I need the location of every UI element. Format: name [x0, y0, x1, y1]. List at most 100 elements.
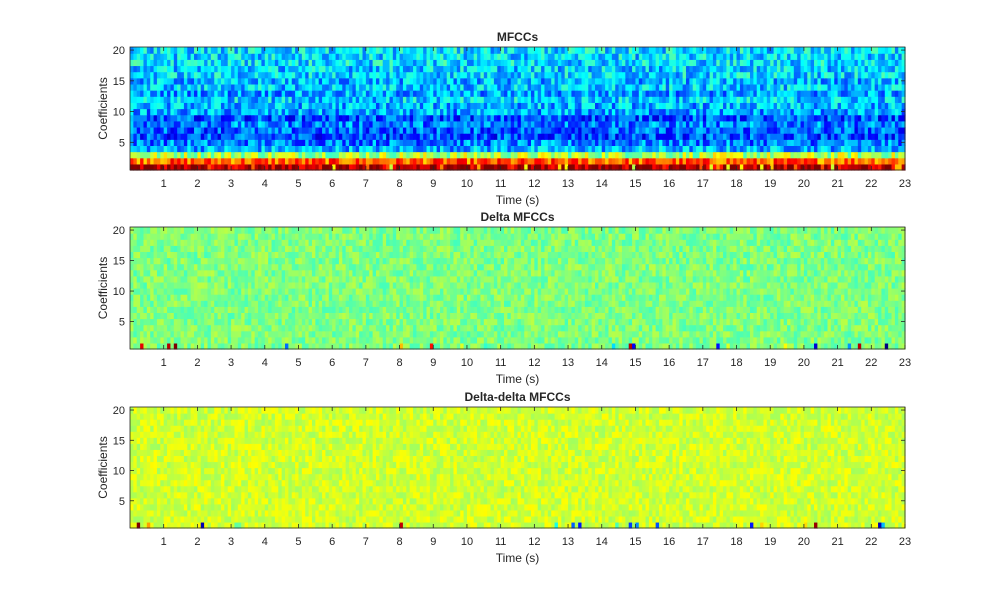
heatmap-cell — [739, 157, 744, 165]
heatmap-cell — [696, 342, 701, 350]
heatmap-cell — [648, 90, 653, 97]
heatmap-cell — [696, 65, 701, 73]
heatmap-cell — [638, 77, 643, 85]
heatmap-cell — [776, 96, 781, 103]
heatmap-cell — [760, 139, 765, 146]
heatmap-cell — [514, 342, 519, 350]
heatmap-cell — [328, 53, 333, 60]
heatmap-cell — [844, 157, 849, 165]
heatmap-cell — [140, 126, 145, 134]
heatmap-cell — [753, 71, 758, 79]
heatmap-cell — [541, 102, 546, 110]
heatmap-cell — [214, 139, 219, 146]
heatmap-cell — [399, 145, 404, 153]
heatmap-cell — [750, 71, 754, 79]
heatmap-cell — [379, 90, 384, 97]
heatmap-cell — [692, 77, 697, 85]
heatmap-cell — [190, 133, 195, 140]
heatmap-cell — [450, 139, 455, 146]
heatmap-cell — [301, 157, 306, 165]
heatmap-cell — [156, 145, 161, 153]
heatmap-cell — [712, 83, 717, 91]
heatmap-cell — [419, 133, 424, 140]
heatmap-cell — [349, 120, 353, 128]
heatmap-cell — [338, 77, 343, 85]
heatmap-cell — [318, 163, 323, 171]
heatmap-cell — [487, 163, 492, 171]
heatmap-cell — [894, 114, 899, 122]
heatmap-cell — [534, 126, 539, 134]
heatmap-cell — [372, 90, 377, 97]
heatmap-cell — [429, 77, 434, 85]
heatmap-cell — [733, 151, 738, 159]
heatmap-cell — [497, 114, 502, 122]
heatmap-cell — [220, 96, 225, 103]
heatmap-cell — [480, 120, 485, 128]
heatmap-cell — [194, 114, 198, 122]
heatmap-cell — [281, 59, 286, 67]
heatmap-cell — [584, 71, 589, 79]
heatmap-cell — [867, 157, 872, 165]
heatmap-cell — [847, 151, 852, 159]
heatmap-cell — [507, 145, 512, 153]
heatmap-cell — [510, 77, 515, 85]
heatmap-cell — [342, 145, 347, 153]
heatmap-cell — [197, 83, 202, 91]
heatmap-cell — [891, 342, 896, 350]
heatmap-cell — [456, 71, 461, 79]
heatmap-cell — [611, 133, 616, 140]
heatmap-cell — [541, 126, 546, 134]
heatmap-cell — [177, 83, 182, 91]
heatmap-cell — [901, 83, 906, 91]
heatmap-cell — [372, 151, 377, 159]
heatmap-cell — [729, 133, 734, 140]
heatmap-cell — [315, 126, 320, 134]
heatmap-cell — [712, 114, 717, 122]
heatmap-cell — [487, 102, 492, 110]
heatmap-cell — [554, 65, 559, 73]
heatmap-cell — [379, 126, 384, 134]
heatmap-cell — [386, 336, 391, 344]
heatmap-cell — [827, 53, 832, 60]
heatmap-cell — [268, 47, 273, 54]
heatmap-cell — [308, 126, 313, 134]
heatmap-cell — [551, 77, 556, 85]
heatmap-cell — [514, 47, 519, 54]
heatmap-cell — [648, 157, 653, 165]
heatmap-cell — [760, 126, 765, 134]
heatmap-cell — [224, 71, 229, 79]
heatmap-cell — [146, 65, 151, 73]
heatmap-cell — [530, 77, 535, 85]
heatmap-cell — [864, 120, 869, 128]
heatmap-cell — [709, 133, 714, 140]
heatmap-cell — [652, 139, 657, 146]
heatmap-cell — [386, 342, 391, 350]
heatmap-cell — [251, 139, 256, 146]
heatmap-cell — [517, 96, 522, 103]
heatmap-cell — [726, 47, 731, 54]
heatmap-cell — [625, 108, 630, 116]
heatmap-cell — [840, 157, 845, 165]
heatmap-cell — [483, 53, 488, 60]
heatmap-cell — [504, 120, 508, 128]
heatmap-cell — [156, 77, 161, 85]
heatmap-cell — [851, 65, 856, 73]
heatmap-cell — [477, 133, 482, 140]
heatmap-cell — [628, 102, 633, 110]
heatmap-cell — [480, 108, 485, 116]
heatmap-cell — [392, 342, 397, 350]
heatmap-cell — [696, 102, 701, 110]
heatmap-cell — [712, 120, 717, 128]
heatmap-cell — [224, 53, 229, 60]
x-tick-label: 11 — [495, 178, 506, 190]
heatmap-cell — [891, 102, 896, 110]
heatmap-cell — [776, 65, 781, 73]
heatmap-cell — [888, 114, 893, 122]
heatmap-cell — [413, 145, 418, 153]
heatmap-cell — [756, 71, 761, 79]
heatmap-cell — [369, 90, 374, 97]
heatmap-cell — [803, 151, 808, 159]
heatmap-cell — [173, 151, 178, 159]
heatmap-cell — [217, 114, 222, 122]
heatmap-cell — [527, 83, 532, 91]
